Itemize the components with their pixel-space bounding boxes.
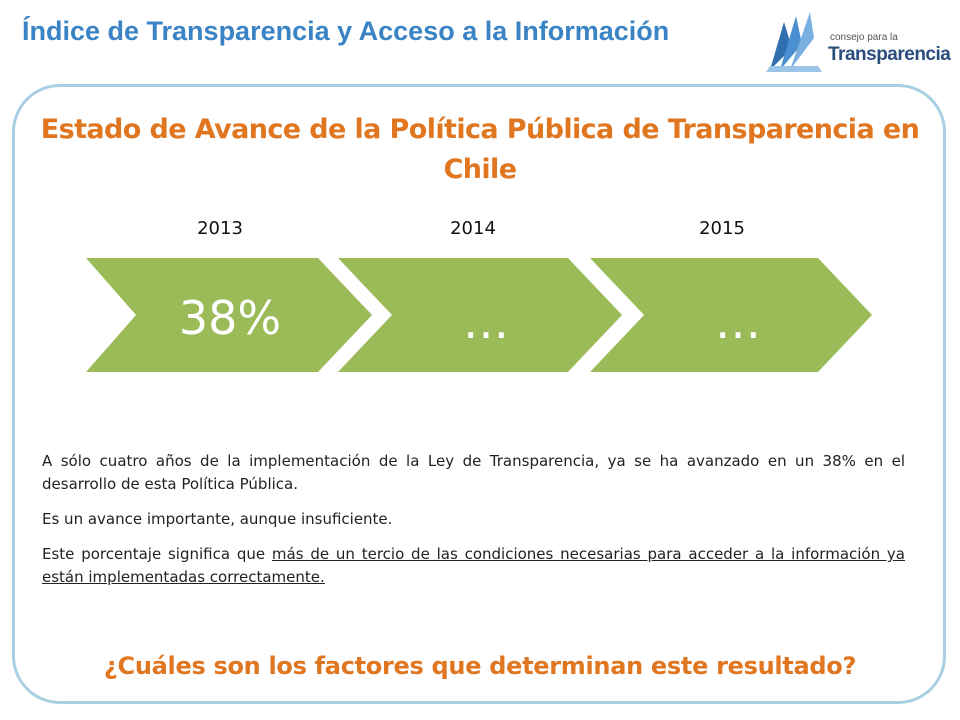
logo: consejo para la Transparencia — [762, 8, 951, 76]
logo-mark-icon — [766, 12, 822, 72]
year-label-2015: 2015 — [699, 218, 745, 239]
body-text: A sólo cuatro años de la implementación … — [42, 450, 905, 601]
paragraph-meaning-prefix: Este porcentaje significa que — [42, 545, 272, 563]
logo-small-text: consejo para la — [830, 32, 898, 43]
logo-big-text: Transparencia — [828, 44, 951, 65]
paragraph-assessment: Es un avance importante, aunque insufici… — [42, 510, 393, 528]
chevron-2013 — [86, 258, 372, 372]
chevron-2013-value: 38% — [179, 291, 281, 345]
header-title: Índice de Transparencia y Acceso a la In… — [22, 16, 670, 46]
closing-question: ¿Cuáles son los factores que determinan … — [103, 652, 857, 680]
paragraph-meaning: Este porcentaje significa que más de un … — [42, 543, 905, 589]
content-panel — [12, 84, 946, 704]
chevron-2015-value: … — [715, 295, 761, 349]
paragraph-progress: A sólo cuatro años de la implementación … — [42, 452, 905, 493]
year-label-2013: 2013 — [197, 218, 243, 239]
year-label-2014: 2014 — [450, 218, 496, 239]
chevron-2014 — [338, 258, 622, 372]
paragraph-meaning-underlined: más de un tercio de las condiciones nece… — [42, 545, 905, 586]
chevron-2015 — [590, 258, 872, 372]
chevron-2014-value: … — [463, 295, 509, 349]
main-title: Estado de Avance de la Política Pública … — [40, 114, 920, 185]
